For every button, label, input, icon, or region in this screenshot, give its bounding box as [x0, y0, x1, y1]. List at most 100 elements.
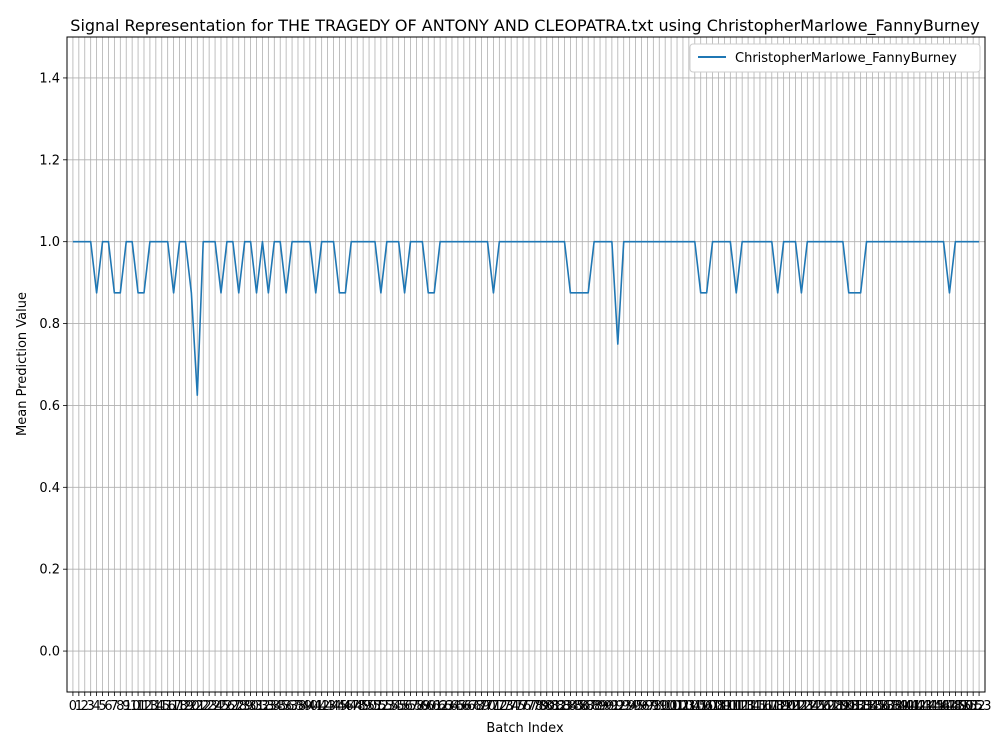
x-tick-label: 95: [627, 699, 644, 714]
x-tick-label: 43: [319, 699, 336, 714]
x-tick-label: 38: [290, 699, 307, 714]
x-tick-label: 28: [230, 699, 247, 714]
x-tick-label: 141: [896, 699, 921, 714]
x-tick-label: 111: [718, 699, 743, 714]
x-tick-label: 33: [260, 699, 277, 714]
x-tick-label: 23: [201, 699, 218, 714]
x-tick-label: 150: [949, 699, 974, 714]
x-tick-label: 97: [639, 699, 656, 714]
x-tick-label: 122: [783, 699, 808, 714]
x-tick-label: 110: [712, 699, 737, 714]
x-tick-label: 42: [313, 699, 330, 714]
x-tick-label: 58: [408, 699, 425, 714]
x-tick-label: 35: [272, 699, 289, 714]
x-tick-label: 93: [615, 699, 632, 714]
x-tick-label: 2: [81, 699, 89, 714]
x-tick-label: 144: [913, 699, 938, 714]
x-tick-label: 41: [307, 699, 324, 714]
x-tick-label: 108: [700, 699, 725, 714]
x-tick-label: 27: [225, 699, 242, 714]
x-tick-label: 1: [75, 699, 83, 714]
x-tick-label: 71: [485, 699, 502, 714]
x-tick-label: 57: [402, 699, 419, 714]
x-tick-label: 116: [748, 699, 773, 714]
x-tick-label: 117: [753, 699, 778, 714]
x-tick-label: 20: [183, 699, 200, 714]
x-tick-label: 3: [87, 699, 95, 714]
x-tick-label: 22: [195, 699, 212, 714]
x-tick-label: 92: [610, 699, 627, 714]
x-tick-label: 53: [379, 699, 396, 714]
x-tick-label: 75: [509, 699, 526, 714]
x-tick-label: 52: [373, 699, 390, 714]
x-tick-label: 99: [651, 699, 668, 714]
x-tick-label: 146: [925, 699, 950, 714]
x-tick-label: 76: [515, 699, 532, 714]
x-tick-label: 132: [842, 699, 867, 714]
x-tick-label: 114: [736, 699, 761, 714]
x-tick-label: 11: [130, 699, 147, 714]
x-tick-label: 16: [159, 699, 176, 714]
y-tick-label: 0.0: [39, 645, 60, 660]
x-tick-label: 119: [765, 699, 790, 714]
x-tick-label: 79: [533, 699, 550, 714]
x-tick-label: 50: [361, 699, 378, 714]
x-tick-label: 118: [759, 699, 784, 714]
x-tick-label: 25: [213, 699, 230, 714]
y-tick-label: 0.8: [39, 317, 60, 332]
y-tick-label: 0.4: [39, 481, 60, 496]
x-tick-label: 65: [450, 699, 467, 714]
x-tick-label: 51: [367, 699, 384, 714]
x-tick-label: 151: [955, 699, 980, 714]
series-layer: [72, 240, 980, 397]
x-tick-label: 5: [98, 699, 106, 714]
x-tick-label: 147: [931, 699, 956, 714]
x-tick-label: 14: [148, 699, 165, 714]
x-tick-label: 148: [937, 699, 962, 714]
x-tick-label: 89: [592, 699, 609, 714]
x-tick-label: 81: [544, 699, 561, 714]
x-tick-label: 9: [122, 699, 130, 714]
x-tick-label: 49: [355, 699, 372, 714]
x-tick-label: 130: [830, 699, 855, 714]
x-tick-label: 56: [396, 699, 413, 714]
x-tick-label: 149: [943, 699, 968, 714]
x-tick-label: 90: [598, 699, 615, 714]
x-tick-label: 64: [444, 699, 461, 714]
x-tick-label: 82: [550, 699, 567, 714]
x-tick-label: 127: [813, 699, 838, 714]
x-tick-label: 12: [136, 699, 153, 714]
x-tick-label: 112: [724, 699, 749, 714]
x-tick-label: 143: [907, 699, 932, 714]
x-tick-label: 113: [730, 699, 755, 714]
x-tick-label: 61: [426, 699, 443, 714]
x-tick-label: 13: [142, 699, 159, 714]
x-tick-label: 15: [153, 699, 170, 714]
x-tick-label: 105: [682, 699, 707, 714]
x-tick-label: 142: [902, 699, 927, 714]
x-tick-label: 69: [473, 699, 490, 714]
x-tick-label: 102: [665, 699, 690, 714]
x-tick-label: 34: [266, 699, 283, 714]
x-tick-label: 104: [676, 699, 701, 714]
y-tick-label: 0.6: [39, 399, 60, 414]
x-tick-label: 47: [343, 699, 360, 714]
x-tick-label: 123: [789, 699, 814, 714]
x-tick-label: 59: [414, 699, 431, 714]
x-tick-label: 72: [491, 699, 508, 714]
x-tick-label: 30: [242, 699, 259, 714]
x-tick-label: 83: [556, 699, 573, 714]
x-tick-label: 31: [248, 699, 265, 714]
x-tick-label: 78: [527, 699, 544, 714]
x-tick-label: 68: [467, 699, 484, 714]
x-tick-label: 128: [819, 699, 844, 714]
x-tick-label: 24: [207, 699, 224, 714]
x-tick-label: 139: [884, 699, 909, 714]
x-tick-label: 0: [69, 699, 77, 714]
x-tick-label: 106: [688, 699, 713, 714]
x-tick-label: 37: [284, 699, 301, 714]
x-tick-label: 77: [521, 699, 538, 714]
x-tick-label: 135: [860, 699, 885, 714]
